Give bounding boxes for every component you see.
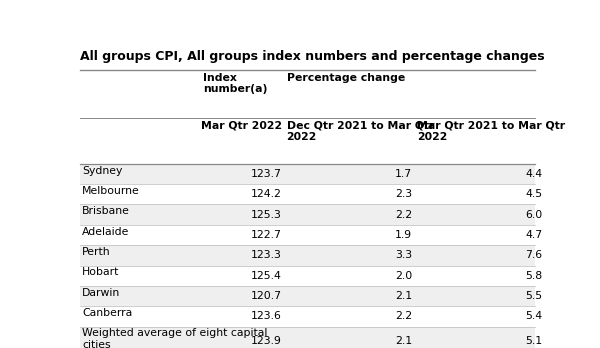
Text: 2.1: 2.1 xyxy=(395,336,412,346)
Bar xyxy=(80,245,535,266)
Bar xyxy=(80,164,535,184)
Text: 125.3: 125.3 xyxy=(251,209,282,220)
Bar xyxy=(80,286,535,306)
Text: Melbourne: Melbourne xyxy=(82,186,140,196)
Text: 123.9: 123.9 xyxy=(251,336,282,346)
Text: 123.7: 123.7 xyxy=(251,169,282,179)
Text: 120.7: 120.7 xyxy=(251,291,282,301)
Text: 2.2: 2.2 xyxy=(395,311,412,322)
Bar xyxy=(80,184,535,204)
Text: 2.3: 2.3 xyxy=(395,189,412,199)
Text: 4.5: 4.5 xyxy=(525,189,542,199)
Text: Mar Qtr 2021 to Mar Qtr
2022: Mar Qtr 2021 to Mar Qtr 2022 xyxy=(417,121,565,142)
Text: 123.3: 123.3 xyxy=(251,250,282,260)
Bar xyxy=(80,327,535,348)
Text: Brisbane: Brisbane xyxy=(82,206,130,216)
Text: All groups CPI, All groups index numbers and percentage changes: All groups CPI, All groups index numbers… xyxy=(80,50,544,63)
Text: Index
number(a): Index number(a) xyxy=(203,73,267,94)
Text: Dec Qtr 2021 to Mar Qtr
2022: Dec Qtr 2021 to Mar Qtr 2022 xyxy=(287,121,434,142)
Text: 3.3: 3.3 xyxy=(395,250,412,260)
Text: Darwin: Darwin xyxy=(82,288,120,298)
Text: 124.2: 124.2 xyxy=(251,189,282,199)
Text: 1.9: 1.9 xyxy=(395,230,412,240)
Text: 7.6: 7.6 xyxy=(525,250,542,260)
Text: 5.5: 5.5 xyxy=(525,291,542,301)
Text: Adelaide: Adelaide xyxy=(82,227,130,237)
Text: 123.6: 123.6 xyxy=(251,311,282,322)
Text: 2.0: 2.0 xyxy=(395,271,412,281)
Text: 4.7: 4.7 xyxy=(525,230,542,240)
Text: Hobart: Hobart xyxy=(82,267,119,277)
Text: Perth: Perth xyxy=(82,247,110,257)
Text: 5.8: 5.8 xyxy=(525,271,542,281)
Text: Weighted average of eight capital
cities: Weighted average of eight capital cities xyxy=(82,329,268,348)
Text: 122.7: 122.7 xyxy=(251,230,282,240)
Text: 2.1: 2.1 xyxy=(395,291,412,301)
Text: 1.7: 1.7 xyxy=(395,169,412,179)
Text: Canberra: Canberra xyxy=(82,308,132,318)
Text: 5.4: 5.4 xyxy=(525,311,542,322)
Bar xyxy=(80,266,535,286)
Text: 5.1: 5.1 xyxy=(525,336,542,346)
Text: Mar Qtr 2022: Mar Qtr 2022 xyxy=(201,121,282,131)
Text: 125.4: 125.4 xyxy=(251,271,282,281)
Bar xyxy=(80,204,535,225)
Text: 6.0: 6.0 xyxy=(525,209,542,220)
Text: 2.2: 2.2 xyxy=(395,209,412,220)
Text: 4.4: 4.4 xyxy=(525,169,542,179)
Bar xyxy=(80,225,535,245)
Text: Sydney: Sydney xyxy=(82,166,122,175)
Text: Percentage change: Percentage change xyxy=(287,73,405,82)
Bar xyxy=(80,306,535,327)
